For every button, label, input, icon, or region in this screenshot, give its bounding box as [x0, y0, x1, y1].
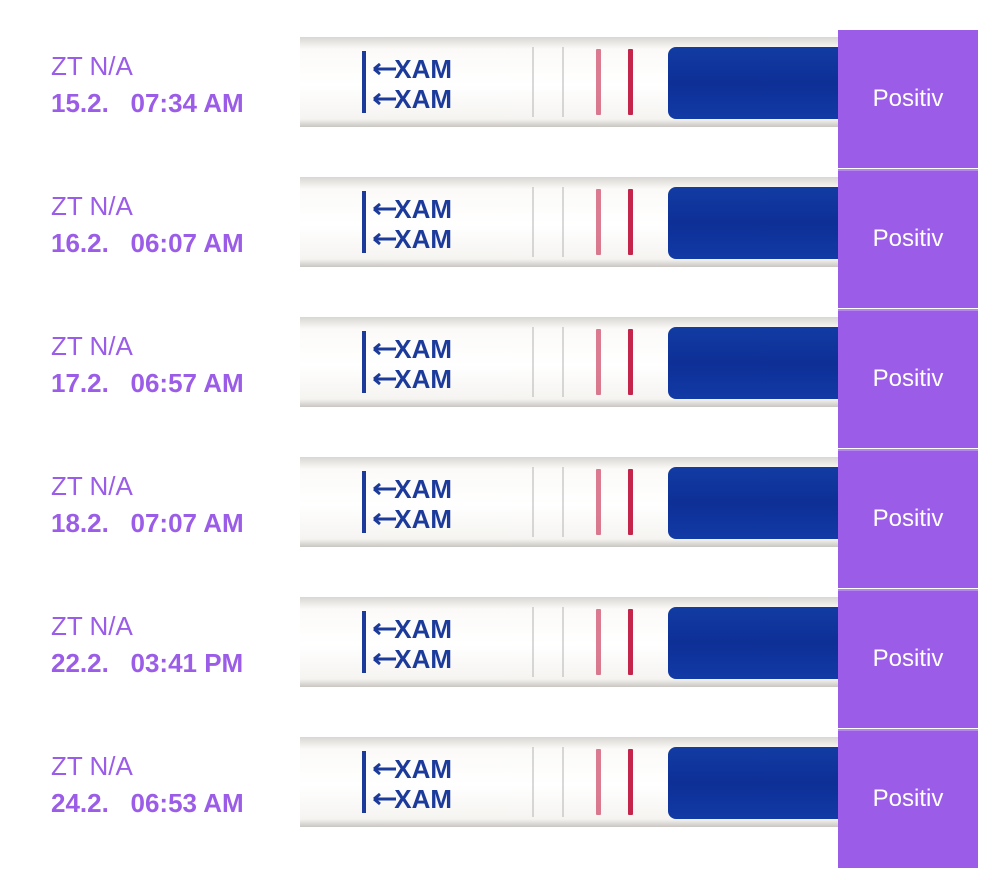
- zt-text: ZT N/A: [51, 191, 133, 221]
- max-text: MAX: [394, 504, 452, 534]
- test-strip-photo: MAX MAX: [300, 177, 840, 267]
- control-line: [628, 469, 633, 535]
- test-strip-photo: MAX MAX: [300, 37, 840, 127]
- test-line: [596, 329, 601, 395]
- strip-window-edge: [532, 747, 534, 817]
- test-datetime: 16.2. 06:07 AM: [51, 228, 244, 259]
- test-entry[interactable]: ZT N/A 16.2. 06:07 AM MAX MAX: [0, 155, 1000, 295]
- strip-blue-handle: [668, 187, 840, 259]
- result-badge[interactable]: Positiv: [838, 450, 978, 588]
- result-badge[interactable]: Positiv: [838, 310, 978, 448]
- zt-text: ZT N/A: [51, 51, 133, 81]
- test-line: [596, 189, 601, 255]
- result-divider: [838, 449, 978, 451]
- max-text: MAX: [394, 54, 452, 84]
- test-label: ZT N/A 16.2. 06:07 AM: [51, 191, 244, 259]
- test-entry[interactable]: ZT N/A 22.2. 03:41 PM MAX MAX: [0, 575, 1000, 715]
- test-strip-photo: MAX MAX: [300, 317, 840, 407]
- strip-window-edge: [532, 327, 534, 397]
- max-text: MAX: [394, 364, 452, 394]
- test-strip-photo: MAX MAX: [300, 737, 840, 827]
- strip-window-edge: [562, 187, 564, 257]
- result-divider: [838, 169, 978, 171]
- strip-window-edge: [562, 47, 564, 117]
- strip-blue-handle: [668, 327, 840, 399]
- test-datetime: 18.2. 07:07 AM: [51, 508, 244, 539]
- test-datetime: 24.2. 06:53 AM: [51, 788, 244, 819]
- max-text: MAX: [394, 614, 452, 644]
- strip-window-edge: [532, 467, 534, 537]
- test-datetime: 15.2. 07:34 AM: [51, 88, 244, 119]
- control-line: [628, 329, 633, 395]
- max-text: MAX: [394, 224, 452, 254]
- strip-window-edge: [532, 607, 534, 677]
- max-text: MAX: [394, 84, 452, 114]
- strip-blue-handle: [668, 747, 840, 819]
- max-text: MAX: [394, 644, 452, 674]
- result-divider: [838, 309, 978, 311]
- max-text: MAX: [394, 754, 452, 784]
- test-entry[interactable]: ZT N/A 24.2. 06:53 AM MAX MAX: [0, 715, 1000, 855]
- strip-window-edge: [562, 467, 564, 537]
- zt-text: ZT N/A: [51, 471, 133, 501]
- max-text: MAX: [394, 334, 452, 364]
- zt-text: ZT N/A: [51, 331, 133, 361]
- control-line: [628, 749, 633, 815]
- strip-blue-handle: [668, 607, 840, 679]
- test-strip-photo: MAX MAX: [300, 597, 840, 687]
- test-entry[interactable]: ZT N/A 15.2. 07:34 AM MAX MAX: [0, 15, 1000, 155]
- strip-window-edge: [562, 327, 564, 397]
- result-badge[interactable]: Positiv: [838, 30, 978, 168]
- test-line: [596, 609, 601, 675]
- control-line: [628, 189, 633, 255]
- control-line: [628, 609, 633, 675]
- result-badge[interactable]: Positiv: [838, 170, 978, 308]
- test-label: ZT N/A 18.2. 07:07 AM: [51, 471, 244, 539]
- test-label: ZT N/A 15.2. 07:34 AM: [51, 51, 244, 119]
- control-line: [628, 49, 633, 115]
- result-divider: [838, 729, 978, 731]
- test-label: ZT N/A 22.2. 03:41 PM: [51, 611, 243, 679]
- strip-blue-handle: [668, 47, 840, 119]
- zt-text: ZT N/A: [51, 611, 133, 641]
- test-strip-photo: MAX MAX: [300, 457, 840, 547]
- test-label: ZT N/A 24.2. 06:53 AM: [51, 751, 244, 819]
- test-line: [596, 49, 601, 115]
- test-entry[interactable]: ZT N/A 18.2. 07:07 AM MAX MAX: [0, 435, 1000, 575]
- test-line: [596, 749, 601, 815]
- strip-blue-handle: [668, 467, 840, 539]
- strip-window-edge: [562, 747, 564, 817]
- strip-window-edge: [562, 607, 564, 677]
- test-datetime: 17.2. 06:57 AM: [51, 368, 244, 399]
- strip-window-edge: [532, 47, 534, 117]
- strip-window-edge: [532, 187, 534, 257]
- max-text: MAX: [394, 784, 452, 814]
- max-text: MAX: [394, 194, 452, 224]
- zt-text: ZT N/A: [51, 751, 133, 781]
- result-badge[interactable]: Positiv: [838, 590, 978, 728]
- test-datetime: 22.2. 03:41 PM: [51, 648, 244, 679]
- test-line: [596, 469, 601, 535]
- max-text: MAX: [394, 474, 452, 504]
- test-label: ZT N/A 17.2. 06:57 AM: [51, 331, 244, 399]
- test-entry[interactable]: ZT N/A 17.2. 06:57 AM MAX MAX: [0, 295, 1000, 435]
- result-divider: [838, 589, 978, 591]
- result-badge[interactable]: Positiv: [838, 730, 978, 868]
